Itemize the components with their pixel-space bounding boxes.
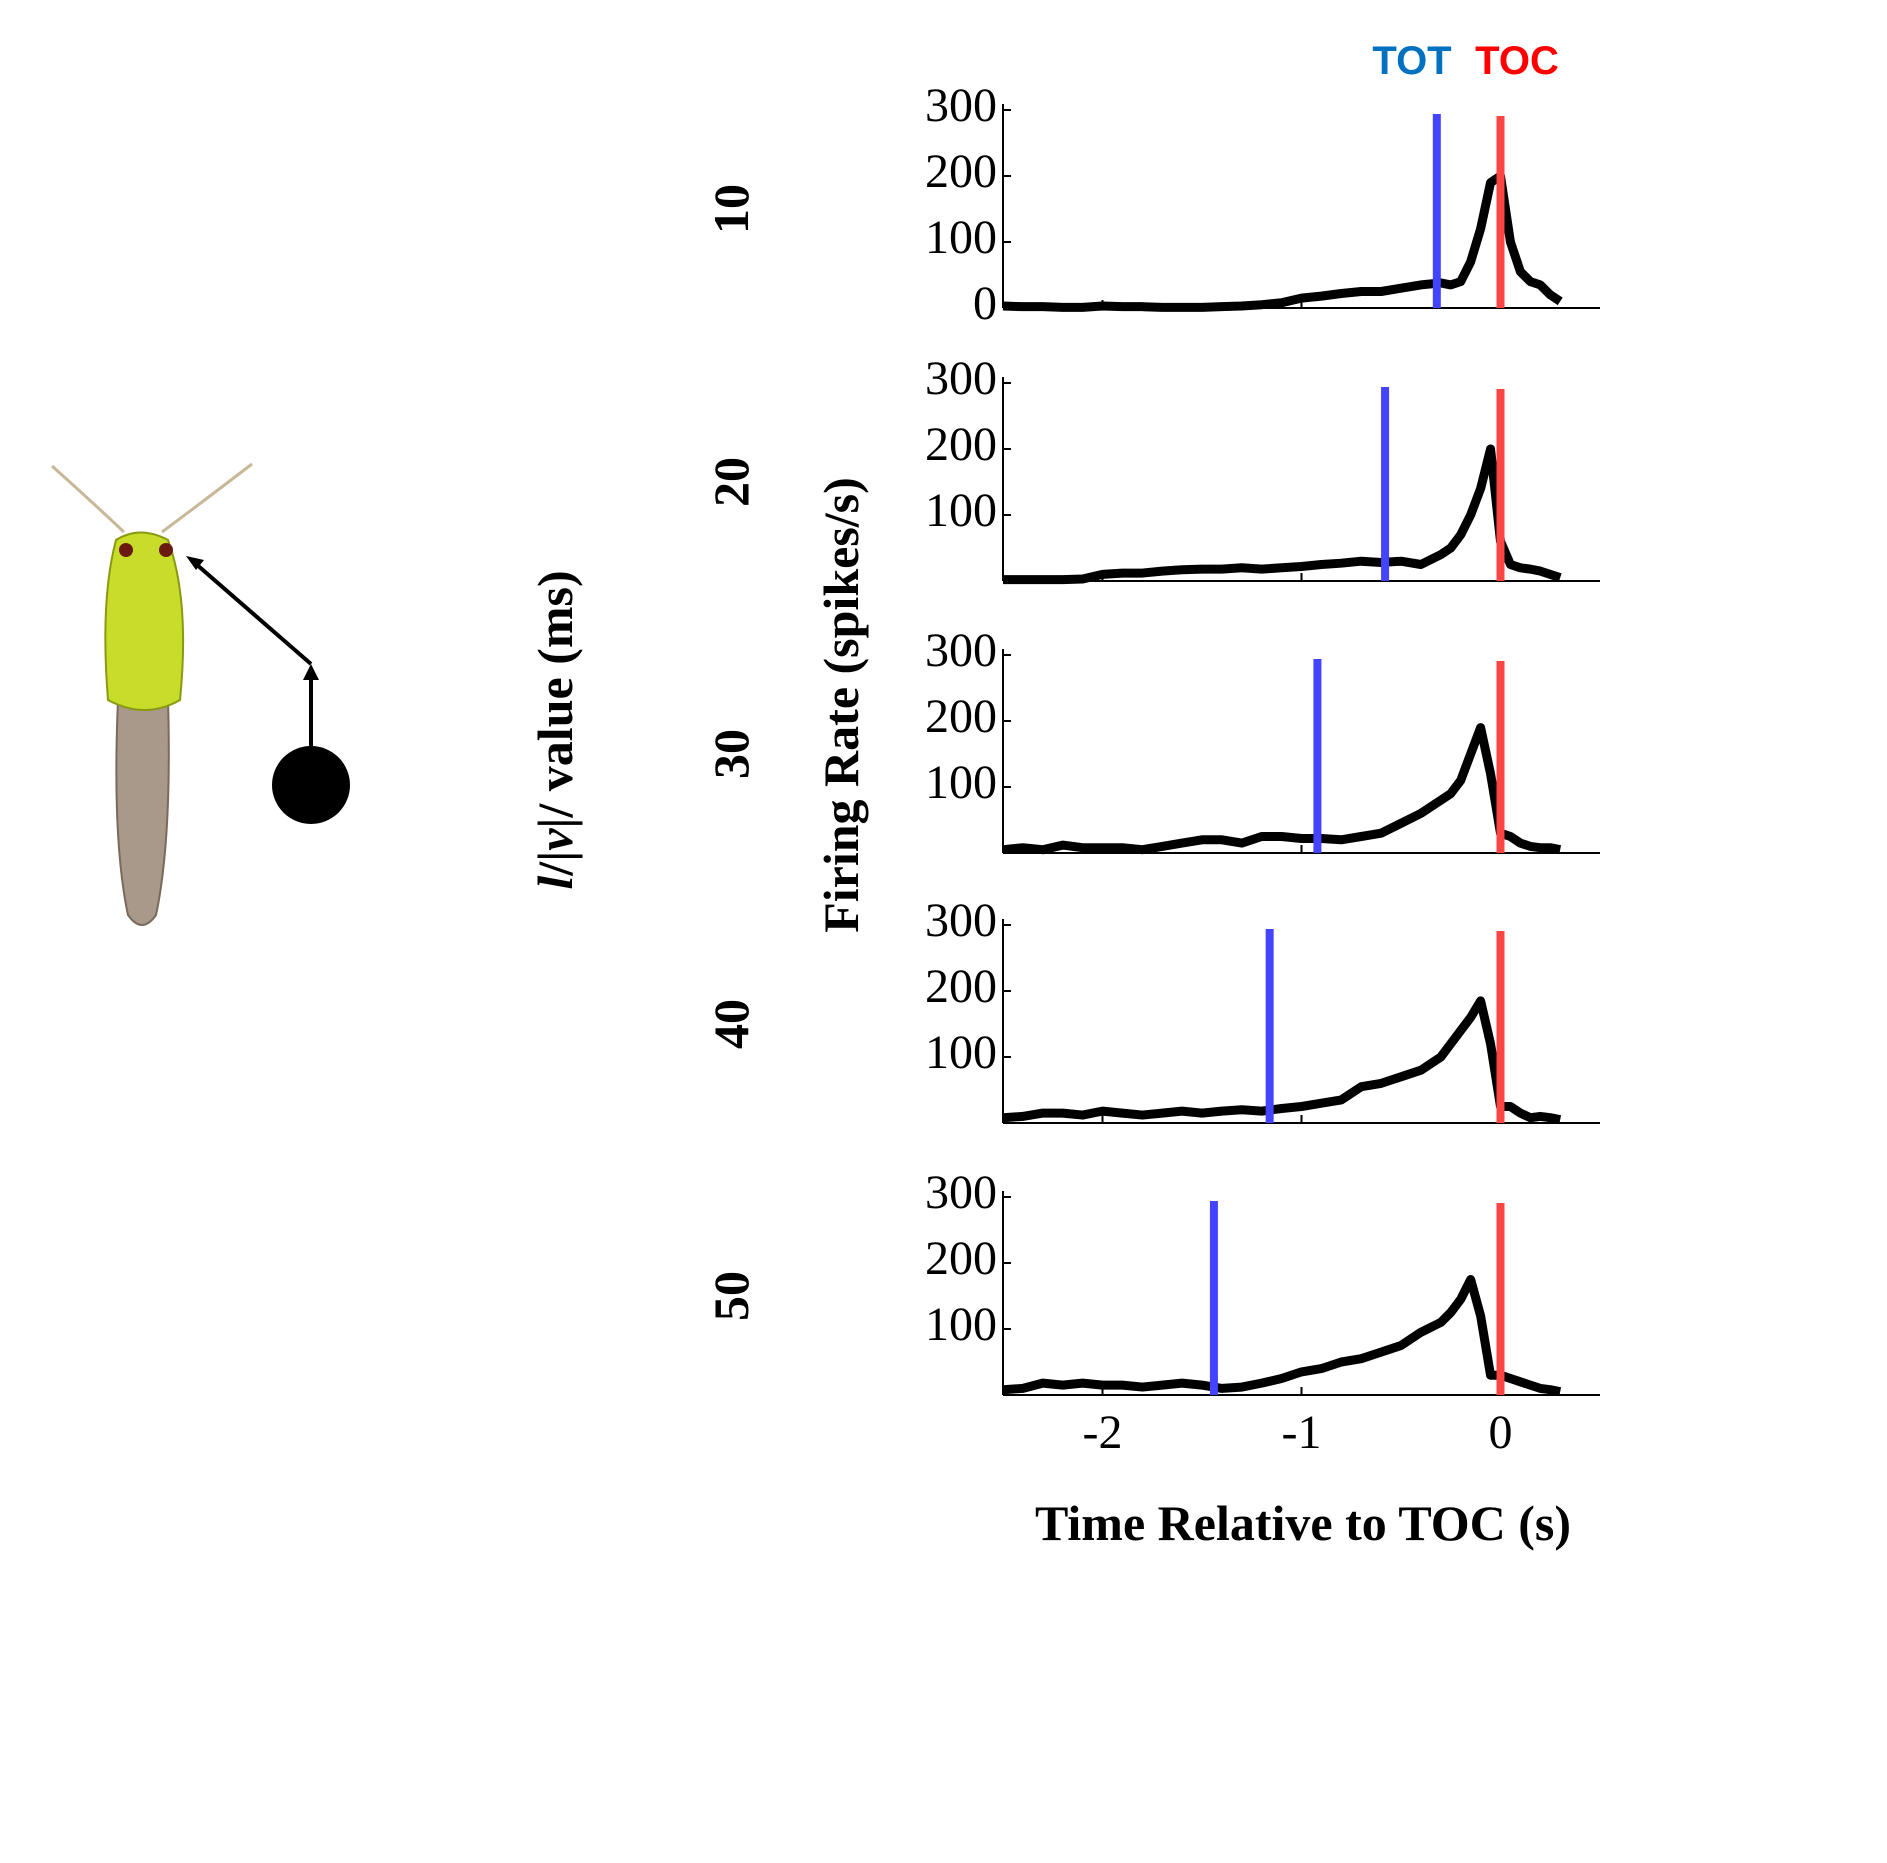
y-axis-label: Firing Rate (spikes/s) <box>813 477 869 933</box>
row-label: 40 <box>703 999 759 1049</box>
y-tick-label: 100 <box>925 484 997 537</box>
firing-rate-line <box>1003 444 1562 585</box>
left-label-part: l <box>527 876 583 890</box>
left-label: l/|v|/ value (ms) <box>527 570 583 889</box>
arrow-head <box>303 664 319 680</box>
firing-rate-line <box>1002 723 1562 855</box>
arrow-head <box>186 556 204 570</box>
row-label: 20 <box>703 457 759 507</box>
x-axis-label: Time Relative to TOC (s) <box>1035 1495 1571 1551</box>
firing-rate-line <box>1002 996 1562 1125</box>
firing-rate-line <box>1002 1275 1562 1397</box>
legend-label: TOT <box>1372 39 1451 83</box>
legend-label: TOC <box>1475 39 1559 83</box>
y-tick-label: 100 <box>925 1026 997 1079</box>
row-label: 10 <box>703 184 759 234</box>
y-tick-label: 200 <box>925 690 997 743</box>
y-tick-label: 0 <box>973 277 997 330</box>
antenna <box>161 462 253 534</box>
y-tick-label: 300 <box>925 894 997 947</box>
abdomen <box>115 699 170 926</box>
y-tick-label: 300 <box>925 1166 997 1219</box>
row-label: 30 <box>703 729 759 779</box>
y-tick-label: 200 <box>925 145 997 198</box>
y-tick-label: 200 <box>925 1232 997 1285</box>
row-label: 50 <box>703 1271 759 1321</box>
x-tick-label: -2 <box>1083 1406 1123 1459</box>
y-tick-label: 300 <box>925 352 997 405</box>
x-tick-label: 0 <box>1489 1406 1513 1459</box>
y-tick-label: 300 <box>925 624 997 677</box>
eye <box>119 543 133 557</box>
left-label-part: /| <box>527 851 583 877</box>
y-tick-label: 300 <box>925 79 997 132</box>
y-tick-label: 200 <box>925 418 997 471</box>
stimulus-disk <box>272 746 350 824</box>
left-label-part: v <box>527 828 583 851</box>
left-label-part: |/ value (ms) <box>527 570 583 828</box>
thorax <box>104 531 185 711</box>
y-tick-label: 100 <box>925 756 997 809</box>
x-tick-label: -1 <box>1282 1406 1322 1459</box>
arrow-shaft <box>194 562 313 666</box>
insect-illustration <box>50 462 350 926</box>
y-tick-label: 100 <box>925 1298 997 1351</box>
y-tick-label: 100 <box>925 211 997 264</box>
eye <box>159 543 173 557</box>
y-tick-label: 200 <box>925 960 997 1013</box>
firing-rate-line <box>1002 171 1563 312</box>
antenna <box>50 464 126 534</box>
